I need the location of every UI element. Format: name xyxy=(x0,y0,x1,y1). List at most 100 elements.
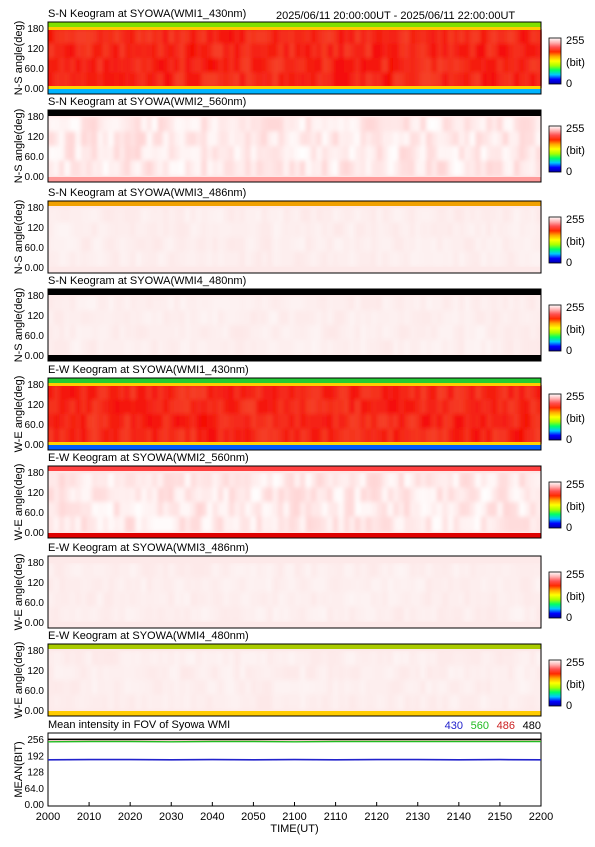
keogram-bottom-band xyxy=(48,355,541,361)
x-axis-label: TIME(UT) xyxy=(270,823,318,835)
keogram-texture xyxy=(48,473,542,532)
legend-entry: 486 xyxy=(497,720,515,732)
keogram-bottom-band xyxy=(48,711,541,716)
y-tick-label: 0.00 xyxy=(25,351,45,362)
colorbar-unit-label: (bit) xyxy=(566,413,585,425)
keogram-top-gradient xyxy=(48,383,541,386)
y-tick-label: 0.00 xyxy=(25,84,45,95)
keogram-texture xyxy=(48,208,542,267)
y-axis-label: N-S angle(deg) xyxy=(13,109,25,184)
keogram-top-band xyxy=(48,201,541,206)
keogram-bottom-band xyxy=(48,89,541,94)
colorbar-min-label: 0 xyxy=(566,78,572,90)
y-axis-label: W-E angle(deg) xyxy=(13,376,25,453)
keogram-texture xyxy=(48,117,542,176)
mean-y-tick-label: 128 xyxy=(27,768,44,779)
y-tick-label: 60.0 xyxy=(25,508,45,519)
keogram-bottom-band xyxy=(48,177,541,182)
y-tick-label: 180 xyxy=(27,24,44,35)
colorbar-max-label: 255 xyxy=(566,569,584,581)
y-tick-label: 120 xyxy=(27,132,44,143)
y-tick-label: 120 xyxy=(27,400,44,411)
y-tick-label: 60.0 xyxy=(25,686,45,697)
y-tick-label: 120 xyxy=(27,223,44,234)
colorbar-unit-label: (bit) xyxy=(566,145,585,157)
y-tick-label: 120 xyxy=(27,44,44,55)
legend-entry: 430 xyxy=(445,720,463,732)
x-tick-label: 2140 xyxy=(447,811,471,823)
colorbar-min-label: 0 xyxy=(566,257,572,269)
keogram-panel: E-W Keogram at SYOWA(WMI1_430nm) W-E angl… xyxy=(13,364,585,452)
colorbar-max-label: 255 xyxy=(566,214,584,226)
panel-title: S-N Keogram at SYOWA(WMI3_486nm) xyxy=(48,187,246,199)
keogram-image xyxy=(48,466,542,538)
y-tick-label: 0.00 xyxy=(25,528,45,539)
legend-entry: 480 xyxy=(523,720,541,732)
colorbar-unit-label: (bit) xyxy=(566,591,585,603)
keogram-top-gradient xyxy=(48,27,541,30)
y-tick-label: 120 xyxy=(27,488,44,499)
y-tick-label: 0.00 xyxy=(25,263,45,274)
y-tick-label: 180 xyxy=(27,380,44,391)
keogram-top-band xyxy=(48,556,541,561)
y-tick-label: 120 xyxy=(27,666,44,677)
colorbar-unit-label: (bit) xyxy=(566,324,585,336)
mean-y-axis-label: MEAN(BIT) xyxy=(13,741,25,797)
colorbar xyxy=(549,572,561,618)
mean-plot-frame xyxy=(48,733,541,806)
colorbar-max-label: 255 xyxy=(566,391,584,403)
y-axis-label: N-S angle(deg) xyxy=(13,288,25,363)
y-tick-label: 120 xyxy=(27,311,44,322)
colorbar xyxy=(549,482,561,528)
x-tick-label: 2010 xyxy=(77,811,101,823)
keogram-top-band xyxy=(48,289,541,295)
x-tick-label: 2130 xyxy=(406,811,430,823)
keogram-panels: S-N Keogram at SYOWA(WMI1_430nm)N-S angl… xyxy=(13,8,585,718)
keogram-image xyxy=(48,289,542,361)
keogram-bottom-band xyxy=(48,623,541,628)
x-tick-label: 2100 xyxy=(282,811,306,823)
keogram-bottom-band xyxy=(48,268,541,273)
keogram-texture xyxy=(48,651,542,710)
keogram-image xyxy=(48,201,542,273)
keogram-image xyxy=(48,22,542,94)
panel-title: E-W Keogram at SYOWA(WMI3_486nm) xyxy=(48,542,249,554)
y-axis-label: N-S angle(deg) xyxy=(13,21,25,96)
keogram-image xyxy=(48,378,542,450)
colorbar-min-label: 0 xyxy=(566,612,572,624)
x-tick-label: 2150 xyxy=(488,811,512,823)
panel-title: E-W Keogram at SYOWA(WMI1_430nm) xyxy=(48,364,249,376)
x-tick-label: 2120 xyxy=(364,811,388,823)
colorbar-min-label: 0 xyxy=(566,434,572,446)
keogram-image xyxy=(48,110,542,182)
keogram-panel: E-W Keogram at SYOWA(WMI2_560nm)W-E angl… xyxy=(13,452,585,540)
y-tick-label: 0.00 xyxy=(25,172,45,183)
colorbar xyxy=(549,126,561,172)
colorbar xyxy=(549,217,561,263)
keogram-top-band xyxy=(48,22,541,27)
colorbar-unit-label: (bit) xyxy=(566,501,585,513)
keogram-texture xyxy=(48,29,542,88)
y-tick-label: 60.0 xyxy=(25,420,45,431)
mean-y-tick-label: 256 xyxy=(27,735,44,746)
keogram-bottom-band xyxy=(48,533,541,538)
y-tick-label: 180 xyxy=(27,291,44,302)
y-tick-label: 180 xyxy=(27,558,44,569)
y-tick-label: 60.0 xyxy=(25,331,45,342)
y-axis-label: W-E angle(deg) xyxy=(13,642,25,719)
y-tick-label: 180 xyxy=(27,112,44,123)
panel-title: S-N Keogram at SYOWA(WMI2_560nm) xyxy=(48,96,246,108)
panel-title: E-W Keogram at SYOWA(WMI2_560nm) xyxy=(48,452,249,464)
colorbar-max-label: 255 xyxy=(566,123,584,135)
y-tick-label: 0.00 xyxy=(25,706,45,717)
mean-y-tick-label: 0.00 xyxy=(25,800,45,811)
x-tick-label: 2040 xyxy=(200,811,224,823)
colorbar xyxy=(549,305,561,351)
colorbar-min-label: 0 xyxy=(566,166,572,178)
mean-y-tick-label: 64.0 xyxy=(25,784,45,795)
colorbar-min-label: 0 xyxy=(566,345,572,357)
y-tick-label: 120 xyxy=(27,578,44,589)
